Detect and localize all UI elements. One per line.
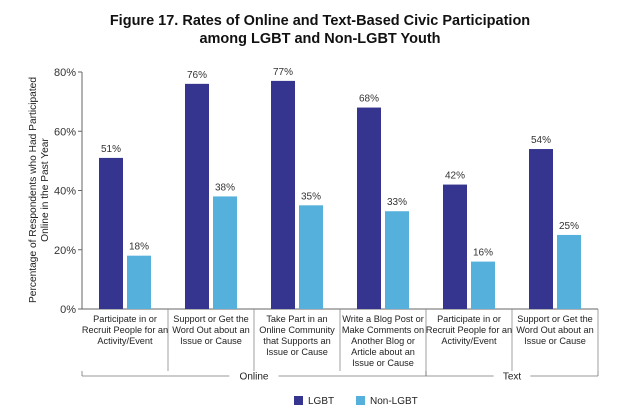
- category-label: Participate in or: [437, 314, 501, 324]
- legend-label-non-lgbt: Non-LGBT: [370, 396, 418, 407]
- y-axis-label-line-2: Online in the Past Year: [40, 138, 51, 242]
- y-tick-label: 0%: [60, 304, 76, 316]
- lgbt-bar: [271, 80, 295, 309]
- legend-label-lgbt: LGBT: [308, 396, 334, 407]
- category-label: Recruit People for an: [426, 325, 512, 335]
- group-label: Online: [240, 372, 269, 383]
- category-label: Issue or Cause: [180, 336, 242, 346]
- lgbt-data-label: 68%: [359, 94, 379, 105]
- category-label: Word Out about an: [172, 325, 249, 335]
- y-tick-label: 60%: [54, 126, 76, 138]
- category-label: Activity/Event: [441, 336, 497, 346]
- lgbt-bar: [185, 83, 209, 309]
- y-axis-label-line-1: Percentage of Respondents who Had Partic…: [28, 77, 39, 303]
- lgbt-data-label: 54%: [531, 135, 551, 146]
- lgbt-bar: [357, 107, 381, 309]
- legend-swatch-non-lgbt: [356, 396, 365, 405]
- category-label: Issue or Cause: [524, 336, 586, 346]
- y-tick-label: 20%: [54, 245, 76, 257]
- lgbt-bar: [529, 149, 553, 309]
- non-lgbt-bar: [299, 205, 323, 309]
- chart-title: Figure 17. Rates of Online and Text-Base…: [0, 12, 640, 48]
- non-lgbt-data-label: 18%: [129, 242, 149, 253]
- category-label: Issue or Cause: [352, 358, 414, 368]
- category-label: Support or Get the: [173, 314, 249, 324]
- non-lgbt-data-label: 35%: [301, 191, 321, 202]
- non-lgbt-bar: [385, 211, 409, 309]
- non-lgbt-data-label: 33%: [387, 197, 407, 208]
- legend-swatch-lgbt: [294, 396, 303, 405]
- category-label: Word Out about an: [516, 325, 593, 335]
- non-lgbt-data-label: 38%: [215, 182, 235, 193]
- non-lgbt-bar: [213, 196, 237, 309]
- chart-title-line-2: among LGBT and Non-LGBT Youth: [199, 31, 441, 47]
- chart-title-line-1: Figure 17. Rates of Online and Text-Base…: [109, 13, 531, 29]
- y-tick-label: 40%: [54, 186, 76, 198]
- category-label: Support or Get the: [517, 314, 593, 324]
- lgbt-data-label: 77%: [273, 67, 293, 78]
- lgbt-data-label: 76%: [187, 70, 207, 81]
- group-label: Text: [503, 372, 522, 383]
- category-label: Activity/Event: [97, 336, 153, 346]
- category-label: Make Comments on: [342, 325, 424, 335]
- y-axis-label: Percentage of Respondents who Had Partic…: [28, 77, 51, 303]
- lgbt-bar: [443, 184, 467, 309]
- lgbt-bar: [99, 157, 123, 309]
- category-label: Write a Blog Post or: [342, 314, 424, 324]
- category-label: that Supports an: [263, 336, 330, 346]
- non-lgbt-data-label: 16%: [473, 248, 493, 259]
- lgbt-data-label: 42%: [445, 171, 465, 182]
- category-label: Participate in or: [93, 314, 157, 324]
- category-label: Another Blog or: [351, 336, 415, 346]
- y-tick-label: 80%: [54, 67, 76, 79]
- category-label: Recruit People for an: [82, 325, 168, 335]
- non-lgbt-bar: [127, 255, 151, 309]
- category-label: Article about an: [351, 347, 415, 357]
- non-lgbt-data-label: 25%: [559, 221, 579, 232]
- non-lgbt-bar: [557, 234, 581, 309]
- category-label: Online Community: [259, 325, 335, 335]
- lgbt-data-label: 51%: [101, 144, 121, 155]
- category-label: Issue or Cause: [266, 347, 328, 357]
- non-lgbt-bar: [471, 261, 495, 309]
- category-label: Take Part in an: [266, 314, 327, 324]
